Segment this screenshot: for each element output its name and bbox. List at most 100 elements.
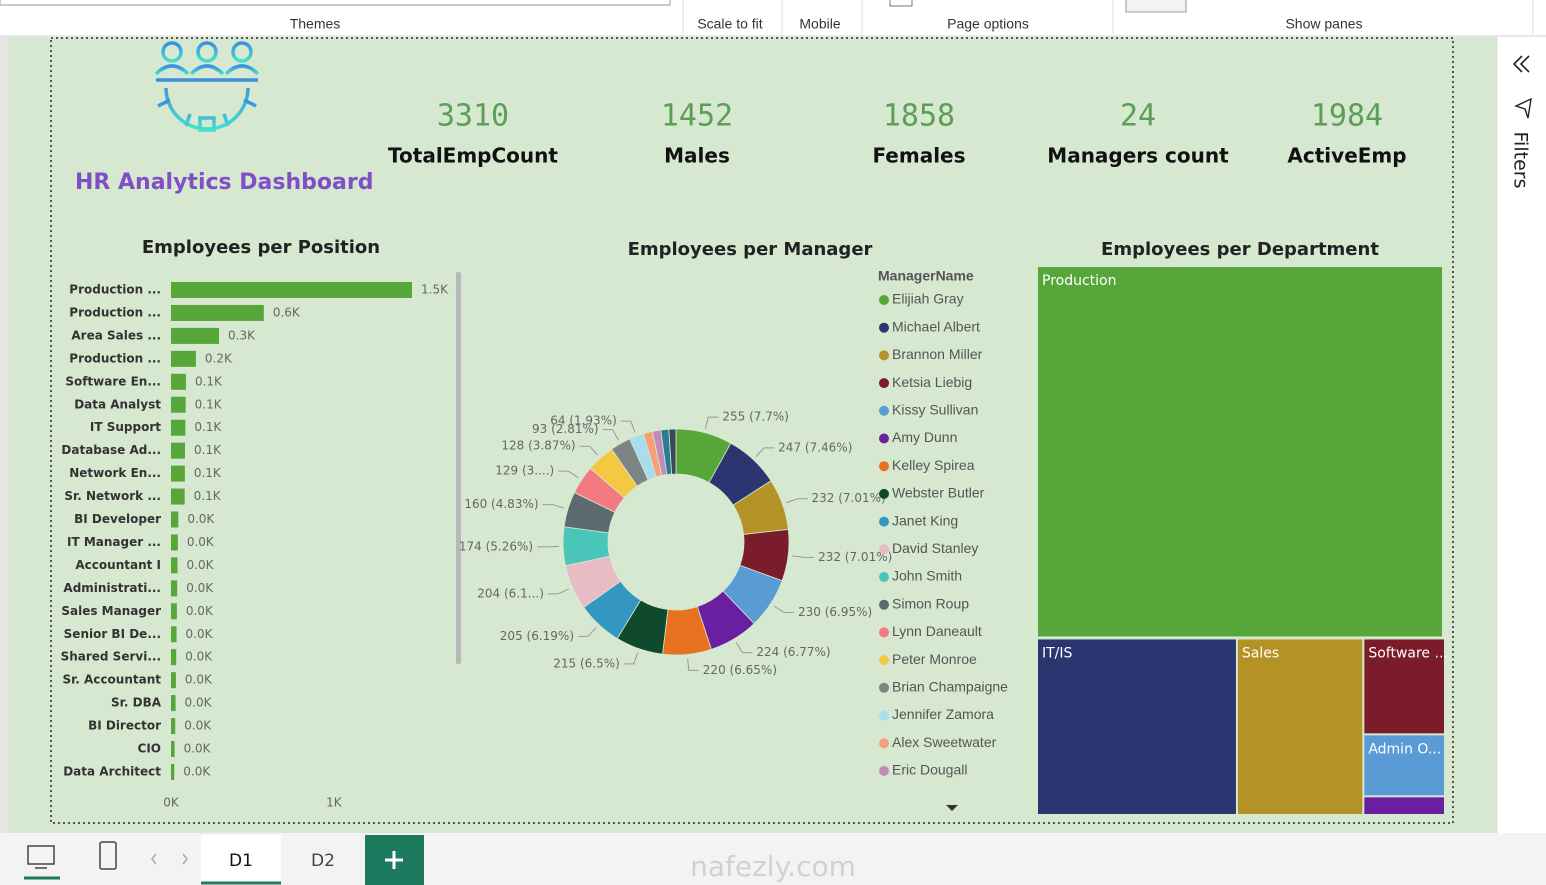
kpi-label: ActiveEmp — [1287, 144, 1406, 168]
data-label: 64 (1.93%) — [550, 414, 617, 428]
legend-marker — [879, 682, 889, 693]
data-label: 0.1K — [195, 374, 223, 388]
legend-label[interactable]: Brian Champaigne — [892, 679, 1008, 695]
data-label: 0.0K — [186, 604, 214, 618]
legend-marker — [879, 544, 889, 555]
leader-line — [755, 447, 775, 457]
checkbox[interactable] — [889, 0, 913, 7]
bar — [171, 626, 177, 643]
legend-label[interactable]: Kelley Spirea — [892, 457, 975, 473]
legend-label[interactable]: Peter Monroe — [892, 651, 977, 667]
treemap-label: Production — [1042, 273, 1116, 289]
y-tick-label: Database Ad... — [61, 443, 161, 457]
bar — [171, 511, 179, 528]
data-label: 0.1K — [194, 420, 222, 434]
data-label: 1.5K — [421, 283, 449, 297]
y-tick-label: BI Developer — [74, 512, 161, 526]
tab-label[interactable]: D2 — [311, 851, 335, 871]
data-label: 0.1K — [194, 489, 222, 503]
mobile-view[interactable] — [99, 841, 117, 870]
ribbon — [0, 0, 1546, 36]
legend-label[interactable]: Brannon Miller — [892, 346, 983, 362]
y-tick-label: Production ... — [69, 351, 161, 365]
kpi-label: Females — [872, 144, 965, 168]
desktop-view[interactable] — [27, 845, 55, 869]
tab-label[interactable]: D1 — [229, 851, 253, 871]
legend-label[interactable]: Webster Butler — [892, 485, 985, 501]
legend-label[interactable]: John Smith — [892, 568, 962, 584]
data-label: 0.0K — [185, 650, 213, 664]
data-label: 232 (7.01%) — [818, 550, 892, 564]
treemap-cell — [1364, 797, 1444, 814]
legend-label[interactable]: Simon Roup — [892, 595, 969, 611]
data-label: 224 (6.77%) — [756, 645, 830, 659]
leader-line — [735, 642, 753, 654]
data-label: 93 (2.81%) — [532, 422, 599, 436]
logo — [154, 41, 260, 132]
bar — [171, 763, 175, 780]
legend-label[interactable]: Jennifer Zamora — [892, 706, 994, 722]
bar — [171, 672, 176, 689]
data-label: 0.6K — [273, 305, 301, 319]
legend-label[interactable]: Amy Dunn — [892, 429, 957, 445]
filter-icon[interactable] — [1514, 97, 1532, 119]
kpi-label: TotalEmpCount — [388, 144, 558, 168]
bar — [171, 649, 177, 666]
data-label: 0.2K — [205, 351, 233, 365]
data-label: 174 (5.26%) — [459, 539, 533, 553]
y-tick-label: Administrati... — [63, 581, 161, 595]
legend-label[interactable]: Ketsia Liebig — [892, 374, 972, 390]
legend-label[interactable]: Elijiah Gray — [892, 291, 964, 307]
treemap-label: IT/IS — [1042, 645, 1073, 661]
legend-label[interactable]: Kissy Sullivan — [892, 402, 978, 418]
bar — [171, 580, 178, 597]
legend-marker — [879, 433, 889, 444]
leader-line — [687, 658, 699, 671]
y-tick-label: IT Support — [90, 420, 161, 434]
data-label: 0.0K — [183, 764, 211, 778]
collapse-icon[interactable] — [1512, 55, 1530, 73]
leader-line — [704, 416, 719, 429]
y-tick-label: Data Analyst — [74, 397, 161, 411]
legend-scroll[interactable] — [946, 805, 958, 811]
pane-button[interactable] — [1125, 0, 1187, 13]
y-tick-label: Network En... — [69, 466, 161, 480]
bar — [171, 557, 178, 574]
tab[interactable] — [283, 835, 363, 885]
scrollbar[interactable] — [456, 272, 461, 664]
kpi-value: 24 — [1120, 99, 1156, 134]
tab-arrows[interactable] — [151, 853, 188, 865]
y-tick-label: CIO — [138, 742, 161, 756]
data-label: 0.0K — [185, 696, 213, 710]
legend-label[interactable]: Eric Dougall — [892, 762, 967, 778]
kpi-label: Males — [664, 144, 730, 168]
theme-gallery[interactable] — [0, 0, 671, 6]
tab[interactable] — [201, 835, 281, 885]
leader-line — [773, 605, 795, 614]
filters-label[interactable]: Filters — [1510, 132, 1532, 189]
data-label: 230 (6.95%) — [798, 605, 872, 619]
legend-label[interactable]: Lynn Daneault — [892, 623, 982, 639]
legend-label[interactable]: Alex Sweetwater — [892, 734, 997, 750]
data-label: 128 (3.87%) — [501, 439, 575, 453]
legend-marker — [879, 765, 889, 776]
legend-label[interactable]: David Stanley — [892, 540, 978, 556]
bar — [171, 282, 413, 298]
data-label: 0.0K — [184, 742, 212, 756]
data-label: 204 (6.1...) — [477, 586, 544, 600]
data-label: 0.0K — [185, 673, 213, 687]
leader-line — [558, 470, 579, 479]
y-tick-label: Senior BI De... — [64, 627, 161, 641]
legend-label[interactable]: Michael Albert — [892, 318, 980, 334]
kpi-value: 1984 — [1311, 99, 1383, 134]
legend-label[interactable]: Janet King — [892, 512, 958, 528]
data-label: 0.0K — [187, 558, 215, 572]
chart-title: Employees per Department — [1101, 239, 1379, 260]
ribbon-group-label: Page options — [947, 16, 1029, 32]
kpi-value: 1452 — [661, 99, 733, 134]
leader-line — [542, 504, 565, 509]
x-tick-label: 1K — [326, 796, 343, 810]
bar — [171, 534, 178, 551]
bar — [171, 396, 186, 413]
